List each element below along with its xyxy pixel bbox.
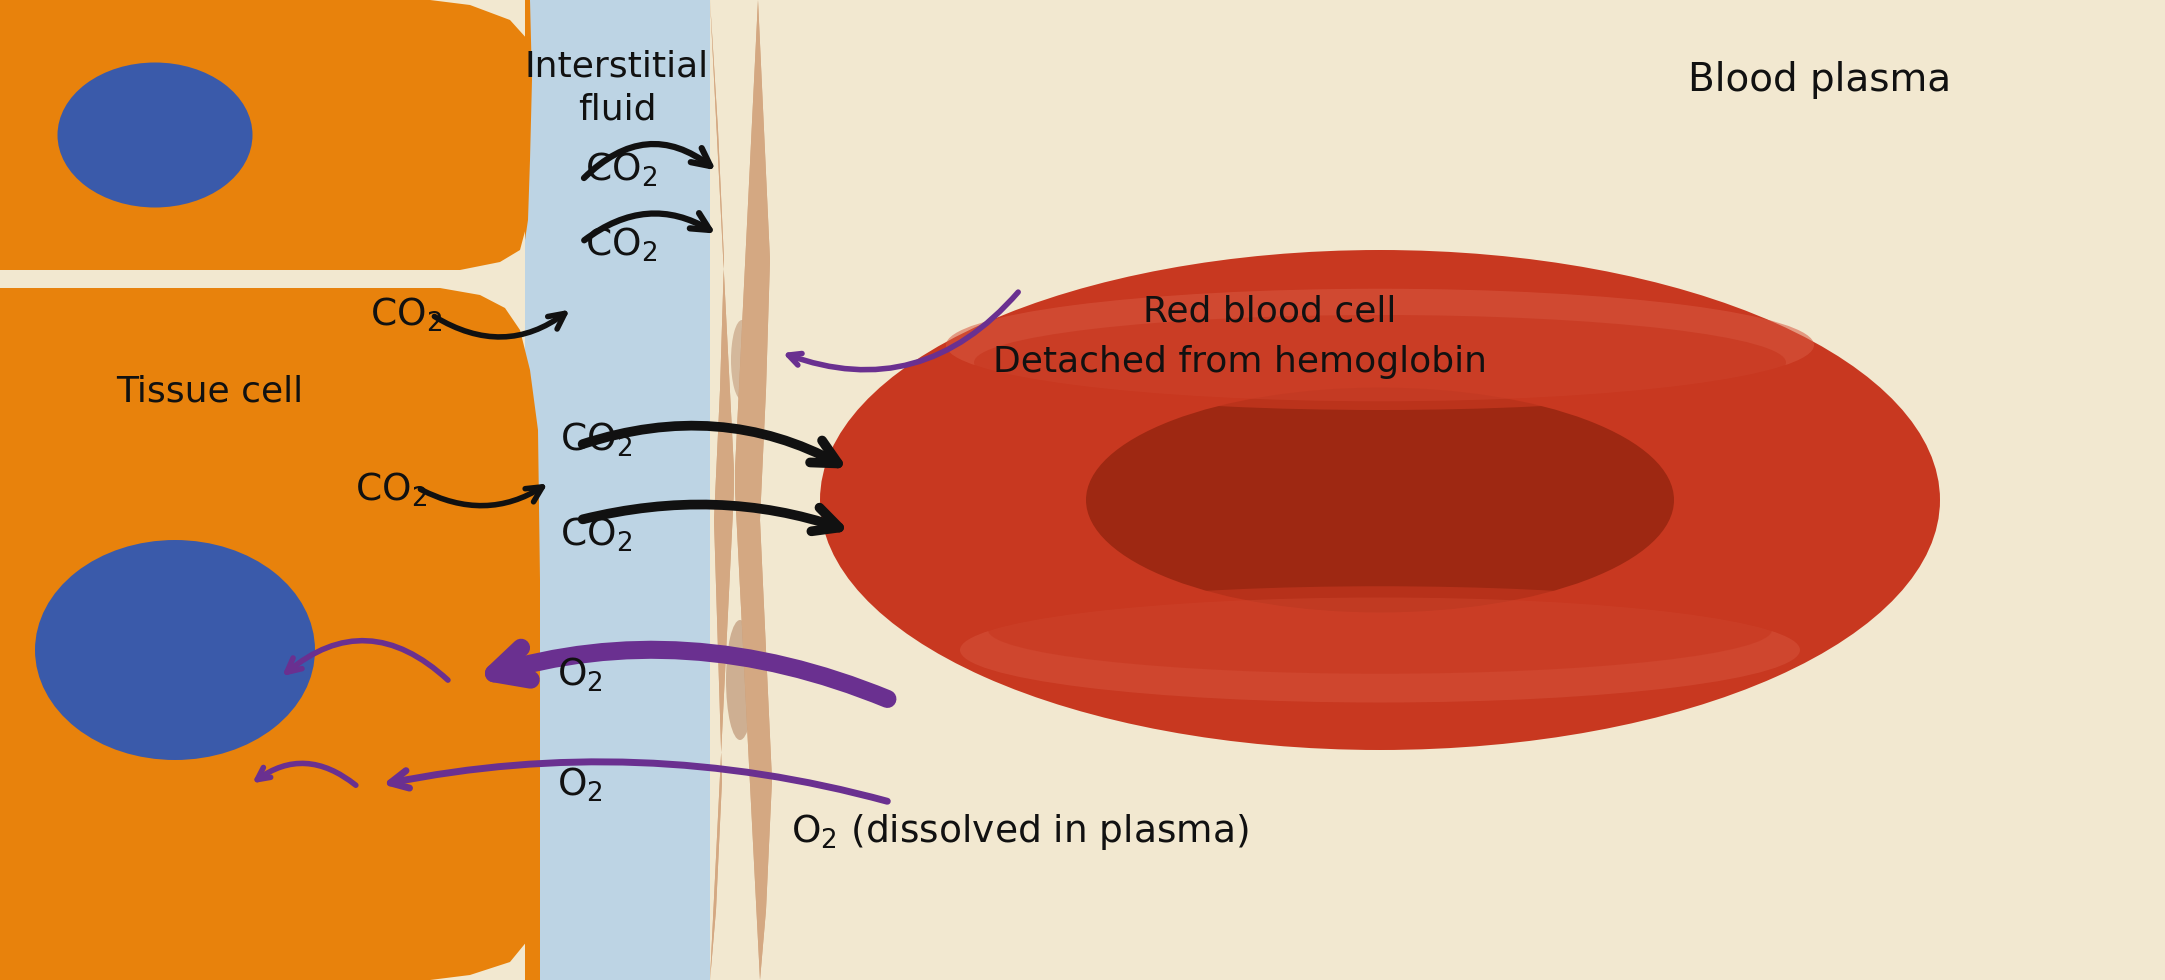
Text: Detached from hemoglobin: Detached from hemoglobin: [994, 345, 1487, 379]
Text: $\mathrm{O_2}$: $\mathrm{O_2}$: [556, 765, 602, 805]
Ellipse shape: [987, 586, 1771, 674]
Text: $\mathrm{CO_2}$: $\mathrm{CO_2}$: [355, 470, 427, 510]
Text: $\mathrm{CO_2}$: $\mathrm{CO_2}$: [370, 296, 442, 334]
Polygon shape: [710, 0, 773, 980]
Polygon shape: [0, 0, 533, 270]
Text: $\mathrm{O_2}$ (dissolved in plasma): $\mathrm{O_2}$ (dissolved in plasma): [790, 812, 1249, 852]
Ellipse shape: [35, 540, 314, 760]
Polygon shape: [0, 288, 539, 980]
Polygon shape: [524, 0, 533, 240]
Ellipse shape: [1087, 387, 1674, 612]
Polygon shape: [710, 0, 773, 980]
Bar: [524, 0, 710, 980]
Text: $\mathrm{CO_2}$: $\mathrm{CO_2}$: [561, 420, 632, 460]
Bar: [524, 0, 710, 980]
Text: $\mathrm{CO_2}$: $\mathrm{CO_2}$: [585, 151, 656, 189]
Text: Interstitial
fluid: Interstitial fluid: [524, 50, 710, 126]
Ellipse shape: [946, 289, 1814, 401]
Ellipse shape: [58, 63, 253, 208]
Ellipse shape: [725, 620, 753, 740]
Polygon shape: [524, 350, 539, 980]
Text: Red blood cell: Red blood cell: [1143, 295, 1396, 329]
Text: Tissue cell: Tissue cell: [117, 375, 303, 409]
Ellipse shape: [732, 320, 753, 400]
Text: $\mathrm{CO_2}$: $\mathrm{CO_2}$: [561, 515, 632, 554]
Ellipse shape: [959, 598, 1799, 703]
Ellipse shape: [821, 250, 1940, 750]
Text: $\mathrm{CO_2}$: $\mathrm{CO_2}$: [585, 225, 656, 265]
Ellipse shape: [974, 315, 1786, 410]
Text: Blood plasma: Blood plasma: [1689, 61, 1951, 99]
Text: $\mathrm{O_2}$: $\mathrm{O_2}$: [556, 656, 602, 694]
